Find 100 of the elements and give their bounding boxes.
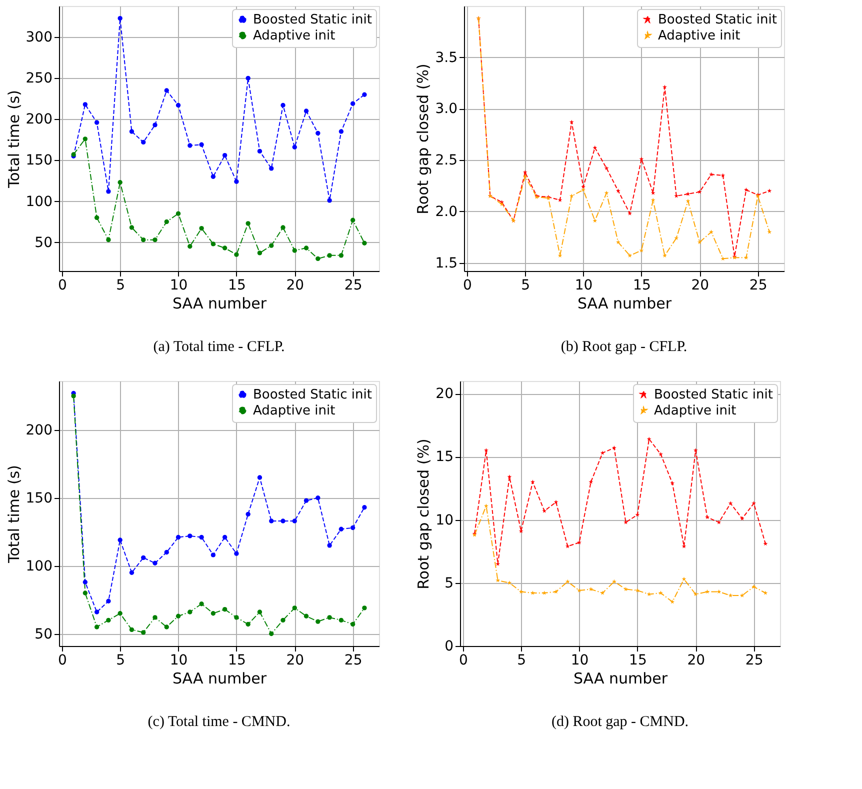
point [518,589,524,594]
point [176,102,181,108]
x-tick-label: 15 [633,278,651,294]
legend-label: Boosted Static init [253,12,372,28]
y-tick-label: 150 [26,490,52,506]
point [507,580,512,585]
point [246,512,250,517]
point [188,244,192,249]
point [565,579,570,584]
point [327,615,332,620]
x-tick-label: 20 [286,278,304,294]
y-axis-title: Root gap closed (%) [414,64,432,214]
point [199,142,204,147]
point [118,16,122,21]
point [280,518,286,524]
text: (c) Total time - CMND. [148,714,290,730]
point [210,552,216,558]
point [752,501,756,506]
line-series [472,436,768,566]
point [628,253,632,258]
x-axis-title: SAA number [172,294,268,312]
x-tick-label: 25 [749,278,768,294]
point [674,236,679,240]
x-tick-label: 25 [745,652,764,668]
point [176,211,181,216]
point [141,237,146,242]
point [612,446,616,450]
point [188,534,192,538]
y-tick-label: 300 [26,30,52,46]
y-tick-label: 5 [444,575,454,592]
point [292,144,297,150]
y-tick-label: 20 [436,386,454,402]
point [188,143,192,148]
point [257,610,262,614]
point [616,188,620,193]
point [280,225,286,230]
point [210,174,216,179]
x-tick-label: 15 [228,278,246,294]
point [210,242,216,246]
y-tick-label: 2.0 [435,204,458,220]
point [635,512,640,517]
point [176,614,181,618]
y-tick-label: 3.5 [435,50,458,66]
point [82,580,88,584]
point [646,592,652,596]
point [316,496,320,500]
point [350,218,356,222]
y-tick-label: 100 [26,194,52,210]
point [338,526,344,532]
x-tick-label: 5 [116,278,126,294]
x-tick-label: 20 [687,652,706,668]
point [565,544,570,548]
point [269,243,274,248]
point [152,560,158,566]
x-axis-title: SAA number [573,670,668,688]
point [693,592,698,596]
point [705,589,710,594]
x-axis-title: SAA number [172,670,268,688]
point [129,570,134,575]
point [257,148,262,154]
point [662,84,667,90]
point [670,480,675,486]
point [292,248,297,253]
point [164,88,169,93]
point [71,394,76,398]
point [581,188,586,192]
point [141,555,146,560]
point [246,76,250,81]
point [522,170,528,174]
y-tick-label: 0 [444,638,454,654]
point [316,619,320,624]
x-axis-title: SAA number [577,294,672,312]
point [658,452,663,456]
point [304,498,309,503]
point [327,543,332,548]
point [697,240,702,244]
point [554,500,558,504]
x-tick-label: 10 [170,278,188,294]
point [152,615,158,620]
point [106,598,111,604]
point [246,221,250,226]
point [362,606,367,610]
y-tick-label: 250 [26,70,52,87]
text: (d) Root gap - CMND. [551,714,689,730]
y-tick-label: 200 [26,112,52,128]
point [304,246,309,250]
point [686,192,690,196]
point [199,602,204,606]
point [350,622,356,627]
point [327,253,332,258]
point [94,215,100,220]
legend-label: Adaptive init [253,404,336,418]
x-tick-label: 0 [58,652,67,668]
x-tick-label: 15 [228,652,246,668]
point [496,578,500,582]
point [164,624,169,630]
point [612,579,616,584]
point [106,237,111,242]
point [716,589,722,594]
point [280,618,286,623]
